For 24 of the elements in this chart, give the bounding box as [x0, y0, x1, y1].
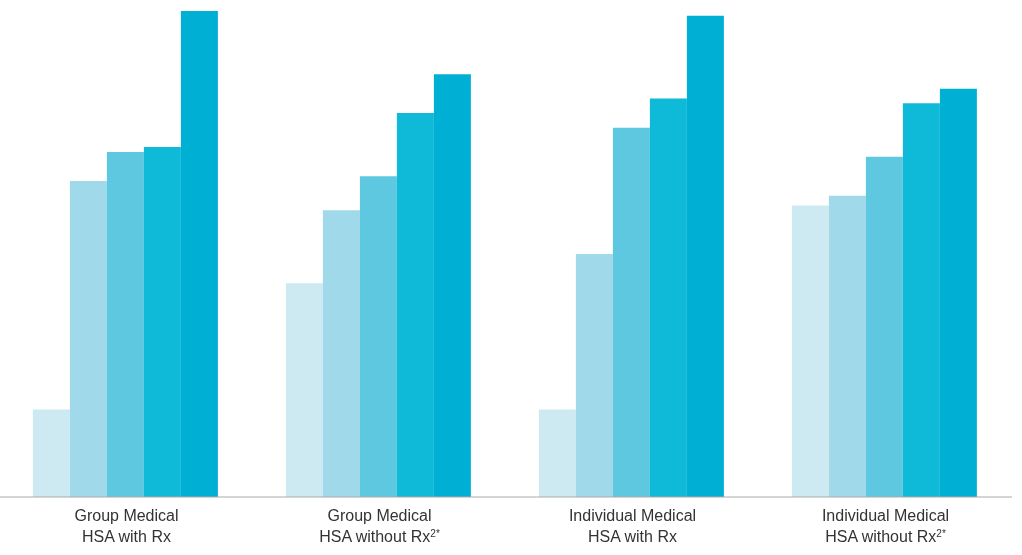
x-tick-label: Group Medical HSA without Rx$^{2*}$ [319, 507, 440, 545]
x-tick-label: Individual Medical HSA without Rx$^{2*}$ [821, 507, 950, 545]
bar [143, 147, 181, 497]
bar [433, 74, 471, 497]
bar [69, 181, 107, 497]
bar [575, 254, 613, 497]
bar [538, 409, 576, 497]
bar [322, 210, 360, 497]
bar [396, 113, 434, 497]
bar [32, 409, 70, 497]
bar [865, 156, 903, 497]
bar [612, 127, 650, 497]
bar [106, 151, 144, 497]
x-tick-label: Group Medical HSA with Rx [74, 507, 179, 545]
bar [791, 205, 829, 497]
bar [359, 176, 397, 497]
bar [902, 103, 940, 497]
bar [180, 11, 218, 497]
x-tick-label: Individual Medical HSA with Rx [568, 507, 697, 545]
bar [285, 283, 323, 497]
bar [649, 98, 687, 497]
bar [828, 195, 866, 497]
bar [686, 15, 724, 497]
bar [939, 88, 977, 497]
